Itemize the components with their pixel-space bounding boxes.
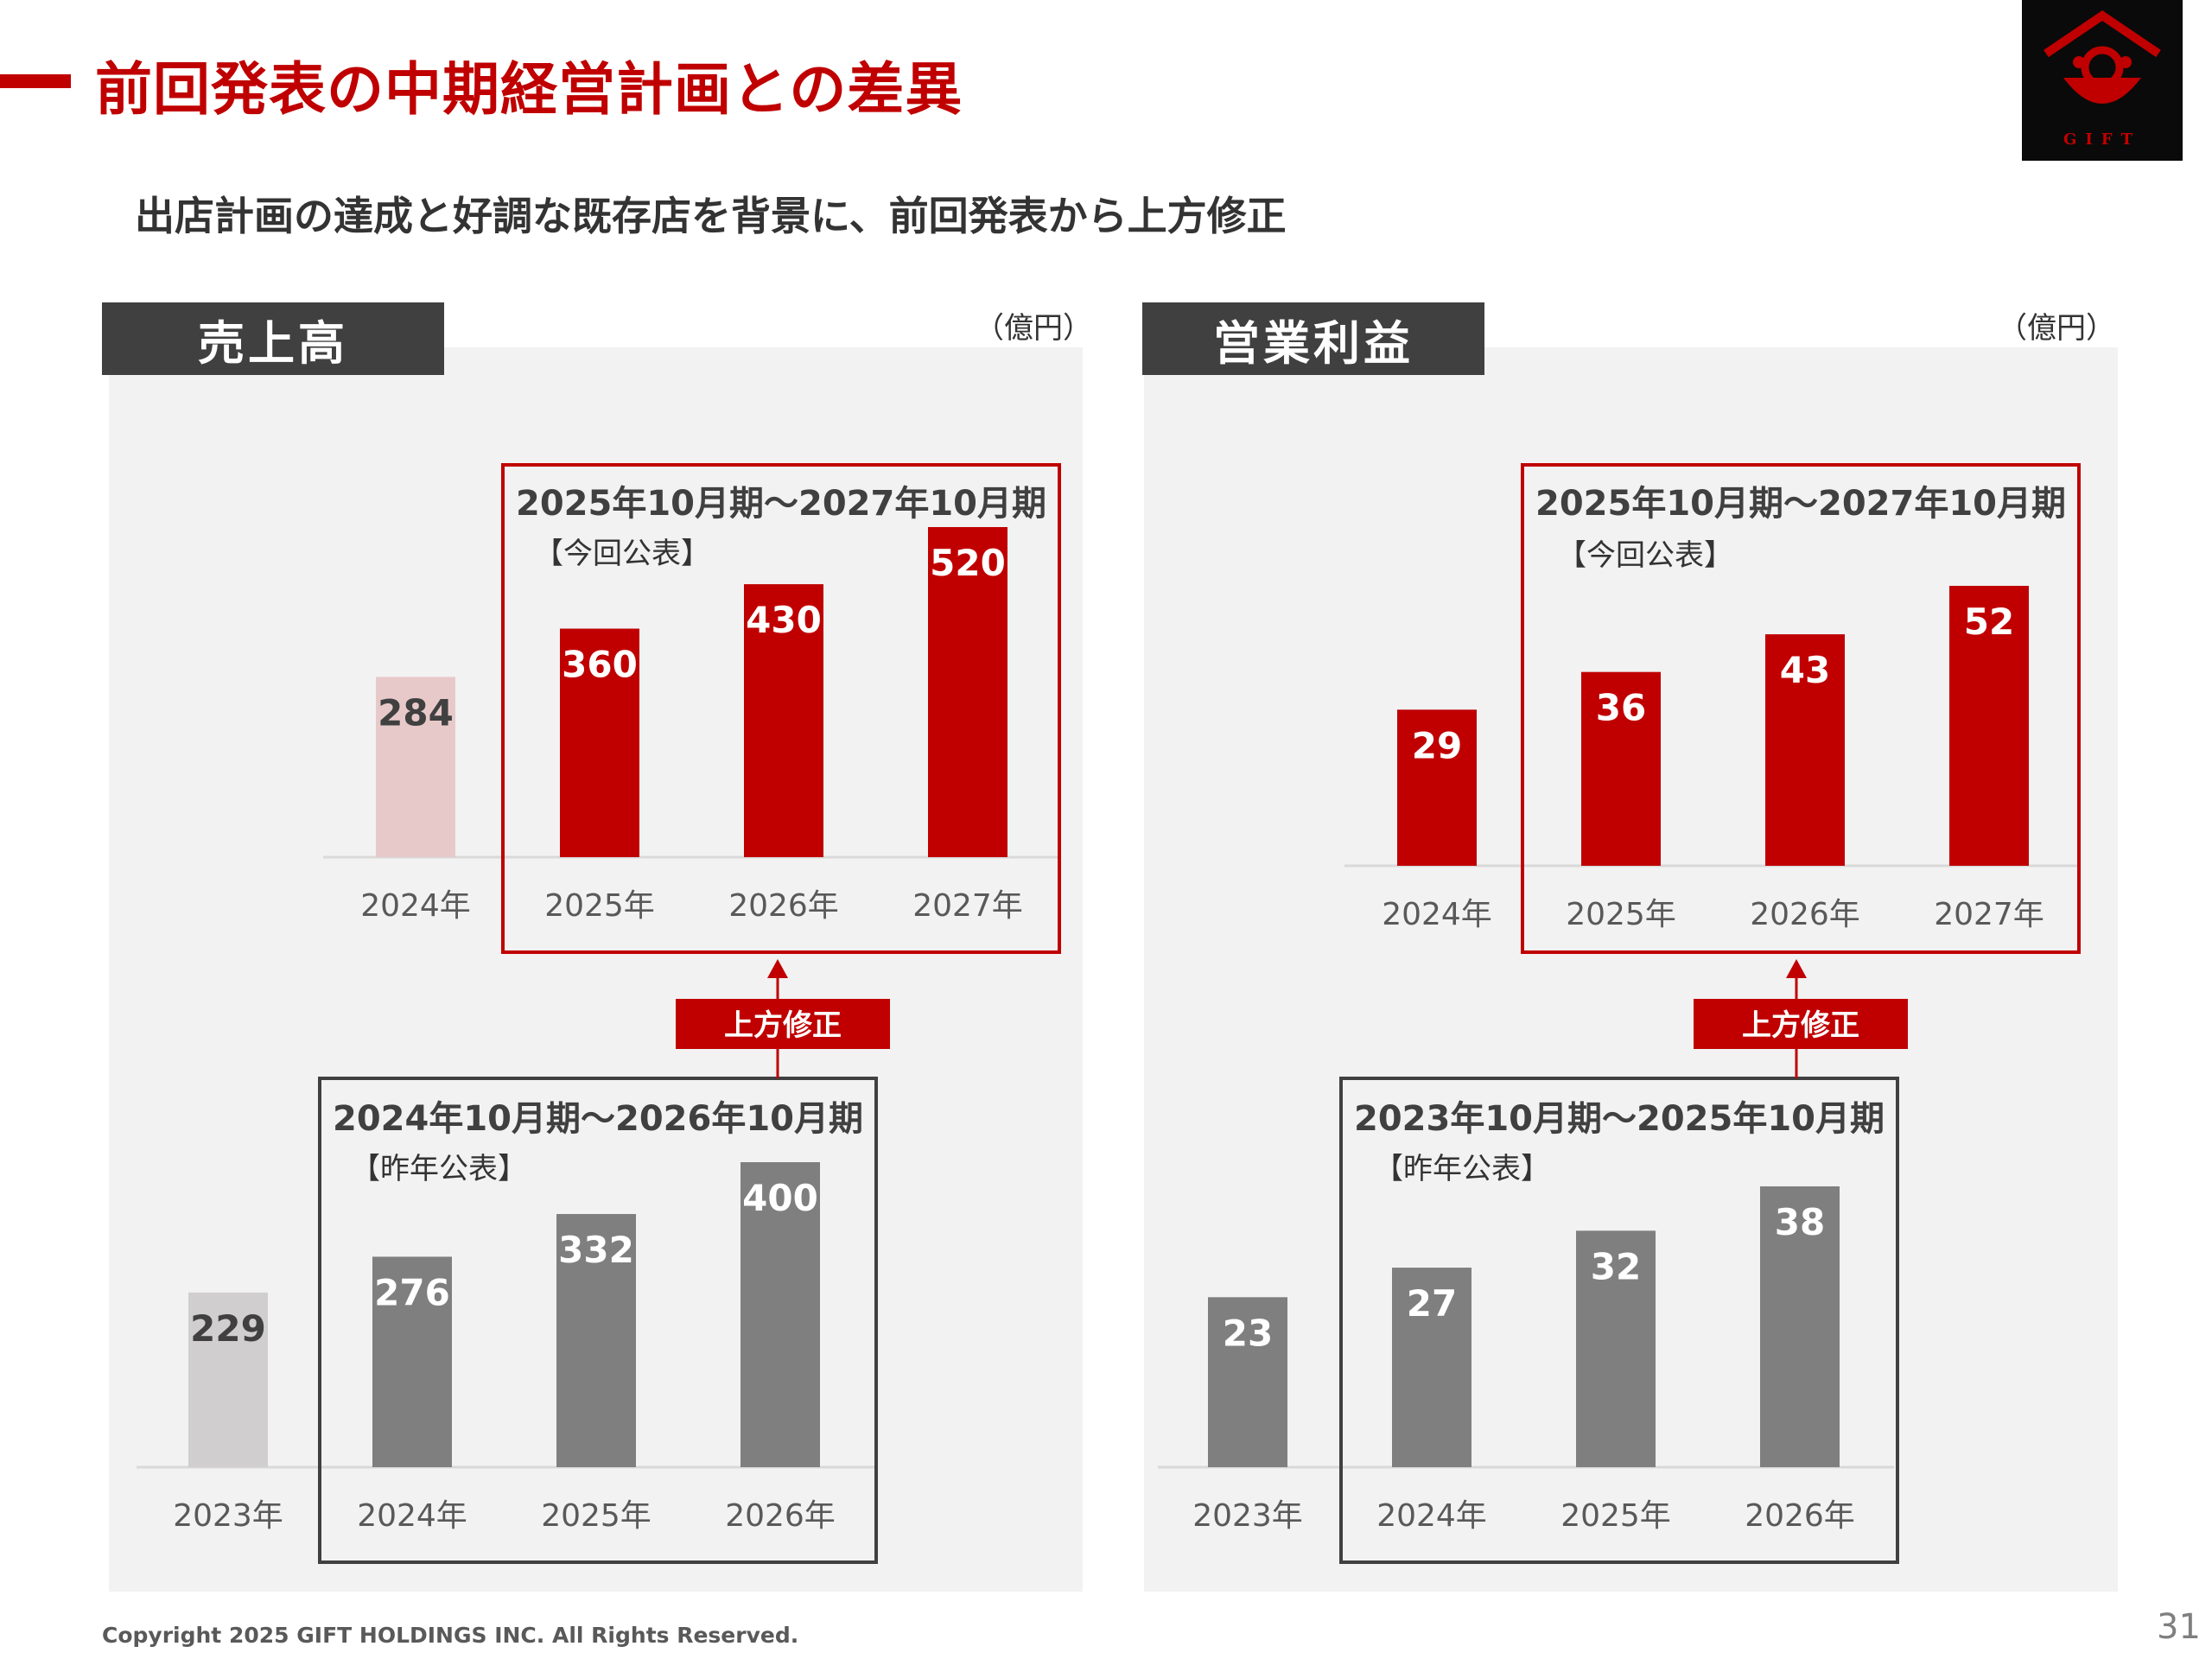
profit-tab: 営業利益	[1142, 302, 1484, 375]
data-label: 520	[930, 542, 1006, 584]
data-label: 400	[742, 1177, 818, 1219]
title-accent-bar	[0, 74, 71, 88]
bar	[376, 677, 455, 857]
data-label: 29	[1412, 724, 1462, 766]
bar	[1576, 1230, 1656, 1467]
up-arrow-icon	[1786, 959, 1807, 978]
page-number: 31	[2157, 1607, 2201, 1647]
data-label: 332	[558, 1229, 634, 1271]
plan-announcement-label: 【昨年公表】	[1374, 1152, 1550, 1186]
copyright-footer: Copyright 2025 GIFT HOLDINGS INC. All Ri…	[102, 1623, 799, 1648]
data-label: 23	[1223, 1312, 1273, 1354]
sales-unit-label: （億円）	[975, 311, 1092, 346]
plan-announcement-label: 【昨年公表】	[351, 1152, 527, 1186]
plan-announcement-label: 【今回公表】	[534, 537, 710, 571]
plan-period-title: 2023年10月期～2025年10月期	[1354, 1099, 1885, 1139]
page-title: 前回発表の中期経営計画との差異	[95, 56, 963, 123]
category-tick-label: 2025年	[1566, 897, 1676, 932]
current-plan-box	[501, 463, 1061, 954]
data-label: 36	[1596, 687, 1646, 729]
bar	[1765, 634, 1845, 866]
bar	[188, 1292, 268, 1467]
category-tick-label: 2026年	[1745, 1498, 1855, 1534]
up-arrow-icon	[767, 959, 788, 978]
logo-text: GIFT	[2063, 130, 2141, 149]
data-label: 52	[1964, 601, 2014, 643]
category-tick-label: 2026年	[1750, 897, 1860, 932]
company-logo: GIFT	[2022, 0, 2183, 161]
category-tick-label: 2026年	[728, 888, 839, 924]
data-label: 284	[378, 691, 454, 734]
bar	[928, 527, 1007, 857]
data-label: 276	[374, 1271, 450, 1313]
bar	[372, 1256, 452, 1467]
bar	[556, 1214, 636, 1467]
bar	[1949, 586, 2029, 866]
revision-badge	[676, 999, 890, 1049]
category-tick-label: 2025年	[544, 888, 655, 924]
plan-period-title: 2025年10月期～2027年10月期	[516, 484, 1046, 524]
category-tick-label: 2027年	[912, 888, 1023, 924]
data-label: 27	[1407, 1282, 1457, 1325]
bar	[744, 584, 823, 857]
bar	[1397, 709, 1477, 866]
category-tick-label: 2024年	[360, 888, 471, 924]
category-tick-label: 2025年	[541, 1498, 652, 1534]
category-tick-label: 2025年	[1560, 1498, 1671, 1534]
bar	[1581, 671, 1661, 866]
bar	[1208, 1297, 1287, 1467]
data-label: 430	[746, 599, 822, 641]
prior-plan-box	[318, 1077, 878, 1564]
data-label: 32	[1591, 1245, 1641, 1287]
revision-badge-label: 上方修正	[1742, 1008, 1859, 1043]
profit-unit-label: （億円）	[1998, 311, 2115, 346]
data-label: 43	[1780, 649, 1830, 691]
category-tick-label: 2027年	[1934, 897, 2044, 932]
prior-plan-box	[1339, 1077, 1899, 1564]
page-subtitle: 出店計画の達成と好調な既存店を背景に、前回発表から上方修正	[135, 193, 1287, 239]
current-plan-box	[1521, 463, 2081, 954]
category-tick-label: 2026年	[725, 1498, 836, 1534]
category-tick-label: 2024年	[357, 1498, 467, 1534]
data-label: 229	[190, 1307, 266, 1350]
sales-tab: 売上高	[102, 302, 444, 375]
bar	[741, 1162, 820, 1467]
category-tick-label: 2023年	[1192, 1498, 1303, 1534]
bar	[1392, 1268, 1471, 1467]
bar	[1760, 1186, 1840, 1467]
revision-badge	[1694, 999, 1908, 1049]
data-label: 38	[1775, 1201, 1825, 1243]
revision-badge-label: 上方修正	[724, 1008, 842, 1043]
bar	[560, 628, 639, 857]
category-tick-label: 2024年	[1382, 897, 1492, 932]
plan-period-title: 2024年10月期～2026年10月期	[333, 1099, 863, 1139]
category-tick-label: 2023年	[173, 1498, 283, 1534]
plan-announcement-label: 【今回公表】	[1557, 538, 1733, 573]
data-label: 360	[562, 644, 638, 686]
plan-period-title: 2025年10月期～2027年10月期	[1535, 484, 2066, 524]
logo-mark-icon	[2044, 10, 2161, 104]
category-tick-label: 2024年	[1376, 1498, 1487, 1534]
